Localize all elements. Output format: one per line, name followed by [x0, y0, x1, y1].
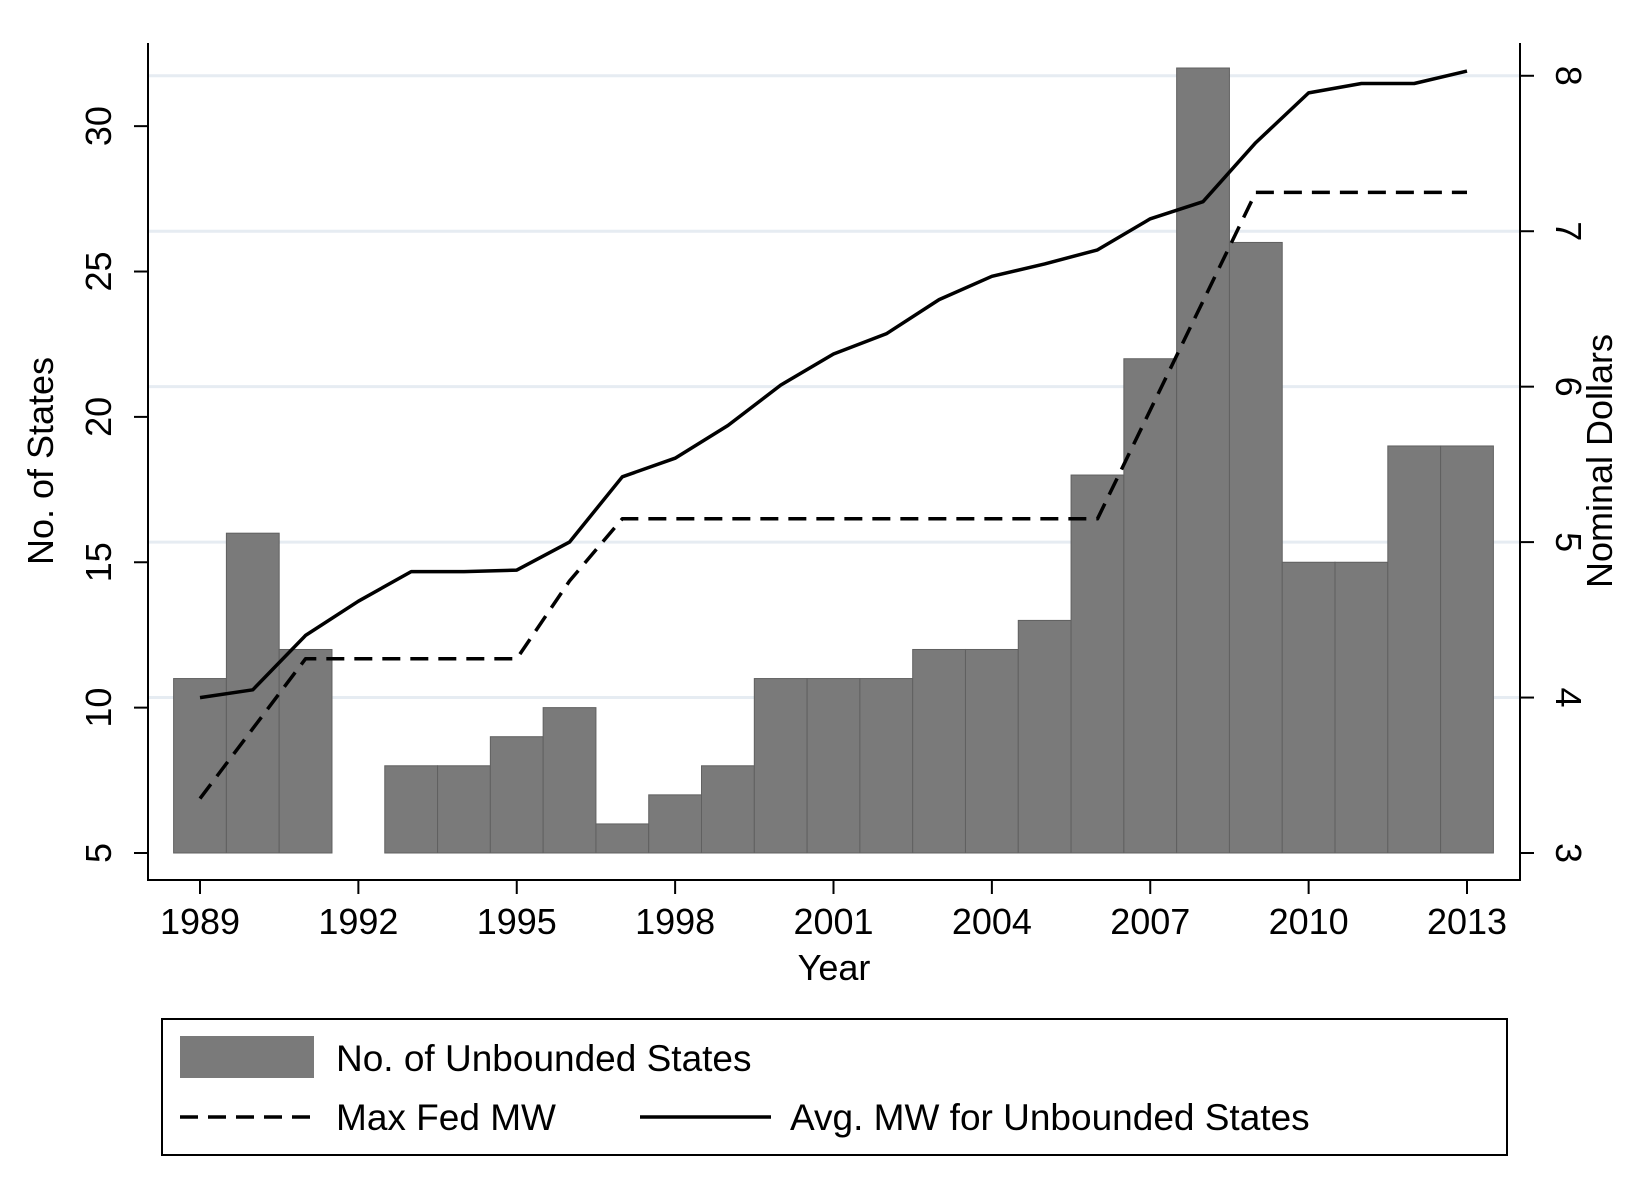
x-tick-label-1995: 1995: [477, 901, 557, 942]
bar-1998: [648, 794, 703, 854]
right-y-tick-label-5: 5: [1548, 532, 1589, 552]
left-y-tick-label-20: 20: [78, 397, 119, 437]
bar-2001: [806, 678, 861, 854]
legend-label-solid: Avg. MW for Unbounded States: [790, 1097, 1310, 1138]
bar-1995: [489, 736, 544, 854]
bar-1993: [384, 765, 439, 854]
bar-2007: [1123, 358, 1178, 854]
bar-2012: [1387, 445, 1442, 854]
x-ticks: 1989 1992 1995 1998 2001 2004 2007 2010 2013: [160, 880, 1507, 942]
x-tick-label-1998: 1998: [635, 901, 715, 942]
left-y-ticks: 5 10 15 20 25 30: [78, 106, 148, 863]
bar-2009: [1228, 241, 1283, 854]
right-y-axis-title: Nominal Dollars: [1579, 334, 1620, 588]
max-fed-mw-line: [198, 190, 1467, 800]
bar-1996: [542, 707, 597, 854]
right-y-tick-label-3: 3: [1548, 843, 1589, 863]
bar-2013: [1440, 445, 1494, 854]
bar-1989: [173, 678, 227, 854]
x-tick-label-2007: 2007: [1110, 901, 1190, 942]
legend-swatch-bars: [180, 1036, 314, 1078]
legend-box: [161, 1018, 1508, 1156]
left-y-tick-label-10: 10: [78, 688, 119, 728]
lines: [198, 69, 1468, 800]
bar-2002: [859, 678, 914, 854]
avg-mw-line: [199, 69, 1468, 700]
bar-1991: [278, 648, 333, 854]
x-tick-label-2001: 2001: [793, 901, 873, 942]
right-y-tick-label-6: 6: [1548, 377, 1589, 397]
x-axis-title: Year: [798, 947, 871, 988]
bar-2000: [753, 678, 808, 854]
bars: [173, 67, 1494, 854]
left-y-tick-label-5: 5: [78, 843, 119, 863]
left-y-tick-label-15: 15: [78, 542, 119, 582]
left-y-axis-title: No. of States: [20, 357, 61, 565]
bar-2005: [1017, 619, 1072, 854]
x-tick-label-1989: 1989: [160, 901, 240, 942]
bar-1997: [595, 823, 650, 854]
x-tick-label-2013: 2013: [1427, 901, 1507, 942]
bar-2010: [1281, 561, 1336, 854]
left-y-tick-label-25: 25: [78, 251, 119, 291]
right-y-ticks: 3 4 5 6 7 8: [1520, 66, 1589, 863]
right-y-tick-label-4: 4: [1548, 688, 1589, 708]
bar-1994: [437, 765, 491, 854]
left-y-tick-label-30: 30: [78, 106, 119, 146]
bar-2008: [1176, 67, 1230, 854]
bar-2003: [912, 648, 966, 854]
bar-2004: [964, 648, 1019, 854]
legend: No. of Unbounded States Max Fed MW Avg. …: [161, 1018, 1508, 1156]
legend-label-dashed: Max Fed MW: [336, 1097, 556, 1138]
bar-2006: [1070, 474, 1125, 854]
right-y-tick-label-7: 7: [1548, 221, 1589, 241]
x-tick-label-1992: 1992: [318, 901, 398, 942]
right-y-tick-label-8: 8: [1548, 66, 1589, 86]
legend-label-bars: No. of Unbounded States: [336, 1038, 752, 1079]
x-tick-label-2004: 2004: [952, 901, 1032, 942]
x-tick-label-2010: 2010: [1269, 901, 1349, 942]
bar-1999: [701, 765, 755, 854]
bar-2011: [1334, 561, 1389, 854]
